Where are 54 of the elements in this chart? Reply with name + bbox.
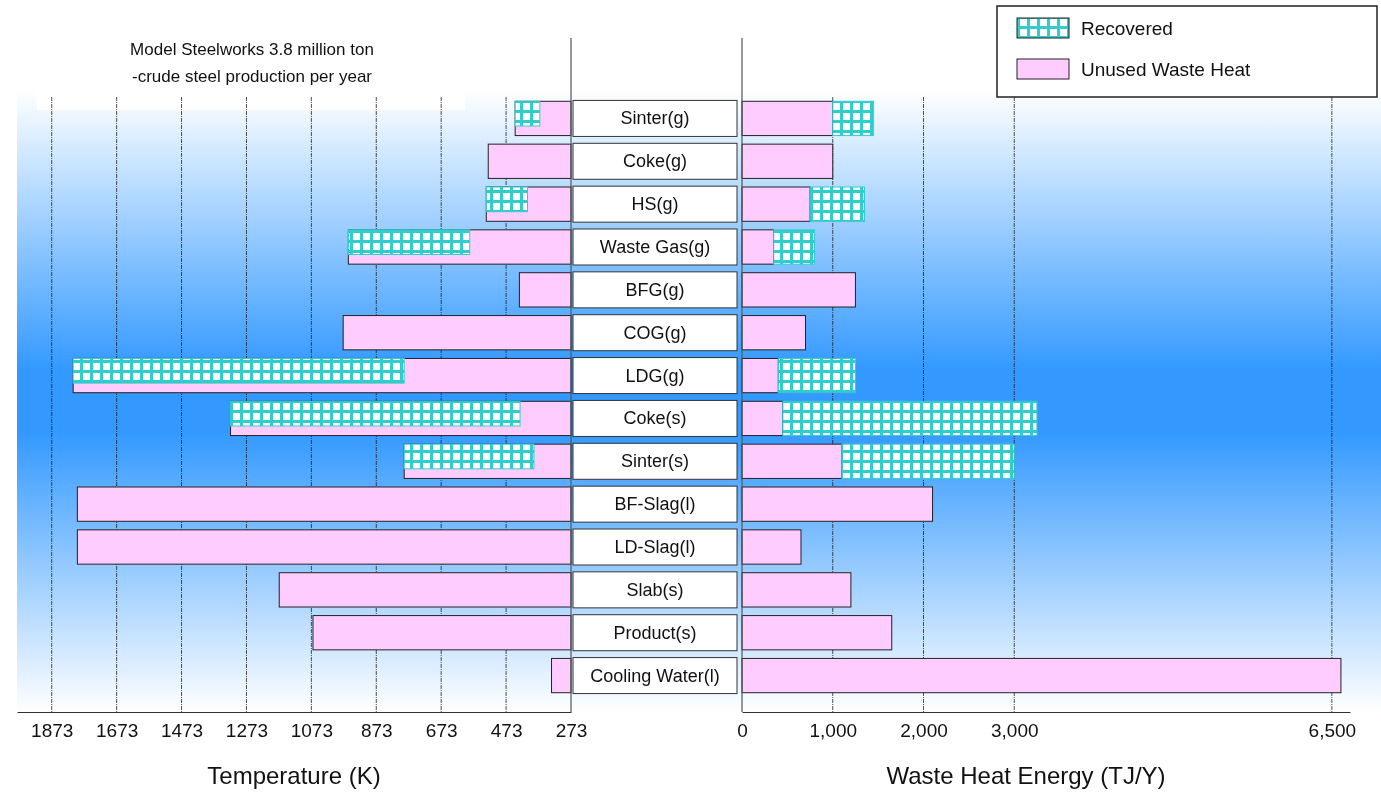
- y-tick-label: HS(g): [631, 194, 679, 215]
- y-tick-label: Cooling Water(l): [590, 665, 720, 686]
- legend-label: Recovered: [1081, 18, 1173, 39]
- bar: [403, 443, 535, 470]
- bar: [72, 357, 405, 384]
- x-tick-label: 1473: [160, 720, 204, 742]
- y-tick-label: COG(g): [623, 322, 687, 343]
- bar: [741, 400, 784, 437]
- bar: [741, 229, 775, 265]
- bar: [773, 229, 816, 265]
- bar: [741, 529, 802, 565]
- y-tick-label: BFG(g): [625, 279, 685, 300]
- bar: [741, 357, 779, 394]
- x-axis-title: Waste Heat Energy (TJ/Y): [886, 762, 1166, 789]
- x-tick-label: 673: [425, 720, 458, 742]
- bar: [832, 100, 875, 137]
- bar: [230, 400, 521, 427]
- x-tick-label: 1673: [95, 720, 139, 742]
- y-tick-label: Sinter(s): [620, 451, 690, 472]
- bar: [841, 443, 1015, 479]
- x-tick-label: 1,000: [809, 720, 858, 742]
- bar: [514, 100, 541, 127]
- x-tick-label: 0: [737, 720, 748, 742]
- x-tick-label: 3,000: [990, 720, 1039, 742]
- y-tick-label: Waste Gas(g): [599, 237, 711, 257]
- y-tick-label: Coke(g): [622, 151, 688, 172]
- y-tick-label: Slab(s): [626, 579, 684, 600]
- y-tick-label: Sinter(g): [620, 108, 690, 129]
- y-tick-label: Coke(s): [623, 408, 687, 429]
- bar: [782, 400, 1038, 437]
- bar: [741, 315, 807, 351]
- bar: [347, 229, 471, 256]
- x-axis-title: Temperature (K): [207, 762, 381, 789]
- bar: [485, 186, 529, 213]
- y-tick-label: LDG(g): [625, 365, 685, 386]
- x-tick-label: 1073: [290, 720, 333, 742]
- x-tick-label: 1273: [225, 720, 269, 742]
- bar: [741, 100, 834, 137]
- chart-title: Model Steelworks 3.8 million ton -crude steel production per year: [130, 40, 374, 86]
- y-tick-label: LD-Slag(l): [614, 537, 696, 557]
- bar: [809, 186, 866, 222]
- x-tick-label: 1873: [31, 720, 74, 742]
- legend-label: Unused Waste Heat: [1081, 59, 1252, 80]
- y-tick-label: Product(s): [613, 622, 697, 643]
- bar: [777, 357, 856, 394]
- bar: [741, 186, 811, 222]
- bar: [518, 272, 572, 308]
- bar: [551, 657, 572, 694]
- x-tick-label: 473: [490, 720, 523, 742]
- x-tick-label: 273: [555, 720, 588, 742]
- x-tick-label: 2,000: [900, 720, 948, 742]
- y-tick-label: BF-Slag(l): [614, 494, 696, 515]
- x-tick-label: 6,500: [1308, 720, 1357, 742]
- x-tick-label: 873: [360, 720, 393, 742]
